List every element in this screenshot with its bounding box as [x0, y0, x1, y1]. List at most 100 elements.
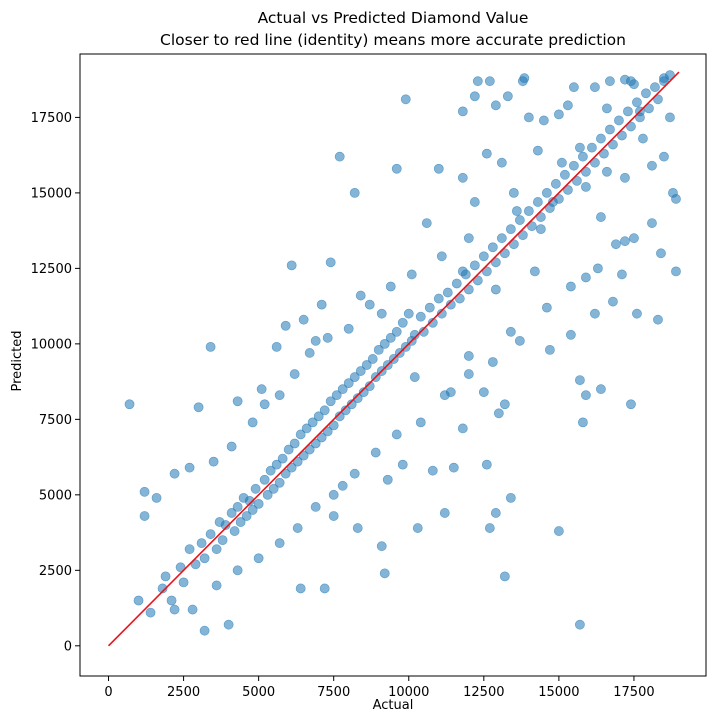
- data-point: [178, 577, 189, 588]
- data-point: [271, 459, 282, 470]
- data-point: [259, 474, 270, 485]
- data-point: [602, 166, 612, 177]
- data-point: [313, 411, 324, 422]
- data-point: [644, 103, 654, 114]
- data-point: [274, 538, 285, 549]
- data-point: [256, 384, 267, 395]
- data-point: [578, 417, 588, 428]
- data-point: [508, 187, 519, 198]
- data-point: [457, 106, 468, 117]
- data-point: [553, 109, 564, 120]
- data-point: [301, 423, 312, 434]
- data-point: [391, 429, 402, 440]
- data-point: [295, 429, 306, 440]
- data-point: [151, 492, 162, 503]
- data-point: [397, 317, 408, 328]
- identity-layer: [107, 71, 680, 647]
- x-tick-label: 0: [104, 685, 112, 700]
- data-point: [599, 148, 609, 159]
- data-point: [364, 381, 375, 392]
- data-point: [505, 492, 516, 503]
- data-point: [358, 387, 369, 398]
- data-point: [544, 344, 555, 355]
- data-point: [568, 160, 579, 171]
- data-point: [665, 112, 675, 123]
- data-point: [575, 375, 585, 385]
- data-point: [364, 299, 375, 310]
- data-point: [343, 378, 354, 389]
- data-point: [457, 172, 468, 183]
- data-point: [436, 308, 447, 319]
- data-point: [541, 187, 552, 198]
- data-point: [199, 553, 210, 564]
- data-point: [397, 459, 408, 470]
- data-point: [385, 332, 396, 343]
- data-point: [620, 172, 630, 183]
- plot-frame: [79, 53, 707, 677]
- data-point: [635, 112, 645, 123]
- data-point: [286, 462, 297, 473]
- data-point: [253, 498, 264, 509]
- x-tick-label: 5000: [242, 685, 275, 700]
- data-point: [304, 348, 315, 358]
- data-point: [581, 181, 591, 192]
- data-point: [304, 444, 315, 455]
- x-tick-label: 10000: [388, 685, 429, 700]
- data-point: [650, 82, 660, 93]
- data-point: [659, 151, 669, 162]
- data-point: [578, 151, 588, 162]
- x-tick-label: 17500: [613, 685, 654, 700]
- data-point: [409, 372, 420, 382]
- data-point: [334, 411, 345, 422]
- data-point: [193, 402, 204, 413]
- data-point: [659, 76, 669, 87]
- data-point: [478, 251, 489, 262]
- data-point: [493, 408, 504, 419]
- x-tick-label: 2500: [167, 685, 200, 700]
- data-point: [523, 206, 534, 216]
- data-point: [445, 299, 456, 310]
- data-point: [274, 477, 285, 488]
- data-point: [391, 326, 402, 337]
- data-point: [487, 242, 498, 253]
- data-point: [355, 366, 366, 376]
- data-point: [352, 393, 363, 404]
- data-point: [587, 142, 597, 153]
- data-point: [244, 495, 255, 506]
- data-point: [406, 269, 417, 280]
- data-point: [415, 311, 426, 322]
- data-point: [608, 296, 618, 307]
- data-point: [265, 465, 276, 476]
- data-point: [581, 390, 591, 401]
- data-point: [184, 544, 195, 555]
- data-point: [427, 465, 438, 476]
- data-point: [232, 565, 243, 576]
- data-point: [519, 73, 530, 84]
- data-point: [541, 302, 552, 313]
- data-point: [298, 450, 309, 461]
- data-point: [623, 106, 633, 117]
- data-point: [442, 287, 453, 298]
- data-point: [418, 326, 429, 337]
- data-point: [421, 218, 432, 228]
- data-point: [169, 604, 180, 615]
- data-point: [605, 76, 615, 87]
- data-point: [361, 360, 372, 370]
- data-point: [283, 444, 294, 455]
- data-point: [316, 432, 327, 443]
- data-point: [235, 517, 246, 527]
- data-point: [626, 399, 636, 410]
- data-point: [328, 420, 339, 431]
- data-point: [614, 115, 624, 126]
- data-point: [499, 571, 510, 582]
- data-point: [190, 559, 201, 570]
- data-point: [319, 583, 330, 594]
- data-point: [590, 157, 600, 168]
- data-point: [463, 369, 474, 379]
- data-point: [451, 278, 462, 289]
- data-point: [160, 571, 171, 582]
- data-point: [343, 323, 354, 334]
- data-point: [611, 239, 621, 250]
- data-point: [409, 329, 420, 340]
